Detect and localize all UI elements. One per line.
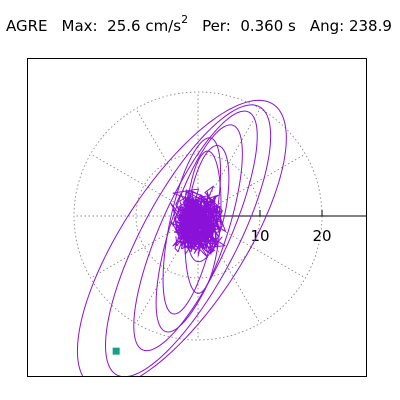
motion-trace-group — [76, 99, 287, 376]
motion-loop-1 — [76, 99, 287, 376]
angle-value: 238.9 — [348, 17, 392, 35]
period-value: 0.360 s — [240, 17, 296, 35]
motion-loop-7 — [184, 150, 222, 294]
period-label: Per: — [202, 17, 231, 35]
peak-marker-group — [112, 347, 120, 355]
radial-tick-label-10: 10 — [250, 227, 269, 245]
max-label: Max: — [61, 17, 98, 35]
station-name: AGRE — [6, 17, 48, 35]
motion-loop-3 — [133, 110, 258, 352]
motion-loop-2 — [105, 104, 272, 376]
motion-loop-4 — [155, 124, 243, 333]
max-exponent: 2 — [181, 13, 189, 26]
max-value: 25.6 cm/s — [107, 17, 182, 35]
radial-axis: 10 20 — [198, 210, 366, 245]
radial-tick-label-20: 20 — [312, 227, 331, 245]
motion-core-scribble — [169, 185, 227, 258]
peak-marker — [112, 347, 120, 355]
angle-label: Ang: — [309, 17, 345, 35]
chart-header: AGRE Max: 25.6 cm/s2 Per: 0.360 s Ang: 238.… — [6, 13, 392, 36]
plot-frame — [27, 58, 367, 377]
motion-loop-6 — [186, 145, 230, 263]
